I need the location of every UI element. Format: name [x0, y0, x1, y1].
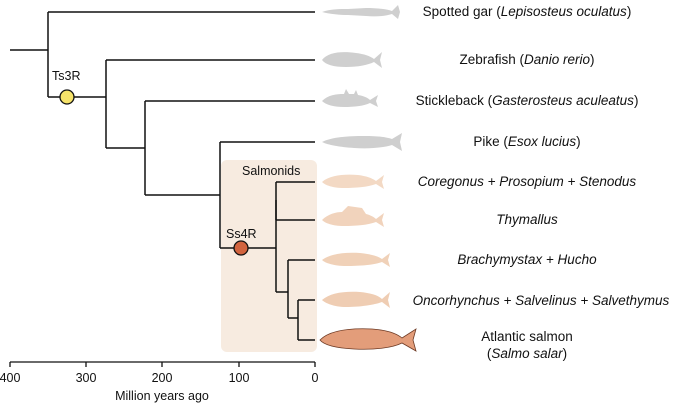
salmonid-clade-box: [221, 160, 317, 352]
tick-400: 400: [0, 371, 20, 385]
spotted-gar-fish-icon: [322, 5, 400, 19]
fish-silhouettes: [319, 5, 417, 352]
brachymystax-fish-icon: [322, 252, 390, 267]
time-axis: 400 300 200 100 0 Million years ago: [0, 361, 319, 403]
ss4r-label: Ss4R: [226, 227, 257, 241]
label-spotted-gar: Spotted gar (Lepisosteus oculatus): [423, 4, 632, 19]
ts3r-label: Ts3R: [52, 69, 80, 83]
tick-100: 100: [229, 371, 250, 385]
label-zebrafish: Zebrafish (Danio rerio): [459, 52, 594, 67]
coregonus-fish-icon: [322, 174, 384, 189]
ss4r-marker: [233, 240, 249, 256]
tick-0: 0: [312, 371, 319, 385]
atlantic-salmon-fish-icon: [319, 328, 417, 352]
zebrafish-fish-icon: [322, 52, 382, 68]
label-brachymystax: Brachymystax + Hucho: [457, 252, 597, 267]
axis-title: Million years ago: [115, 389, 209, 403]
label-coregonus: Coregonus + Prosopium + Stenodus: [418, 174, 637, 189]
tick-300: 300: [76, 371, 97, 385]
duplication-event-ss4r: Ss4R: [226, 227, 257, 256]
ts3r-marker: [59, 89, 75, 105]
tick-200: 200: [152, 371, 173, 385]
label-salmo-salar: (Salmo salar): [487, 346, 567, 361]
pike-fish-icon: [322, 133, 402, 151]
label-pike: Pike (Esox lucius): [473, 134, 580, 149]
stickleback-fish-icon: [322, 89, 378, 107]
salmonid-clade-label: Salmonids: [242, 164, 300, 178]
thymallus-fish-icon: [322, 206, 384, 227]
label-atlantic-salmon: Atlantic salmon: [481, 329, 573, 344]
label-oncorhynchus: Oncorhynchus + Salvelinus + Salvethymus: [413, 293, 670, 308]
label-thymallus: Thymallus: [496, 212, 558, 227]
oncorhynchus-fish-icon: [322, 291, 390, 308]
species-labels: Spotted gar (Lepisosteus oculatus) Zebra…: [413, 4, 670, 361]
duplication-event-ts3r: Ts3R: [52, 69, 80, 105]
label-stickleback: Stickleback (Gasterosteus aculeatus): [416, 93, 639, 108]
